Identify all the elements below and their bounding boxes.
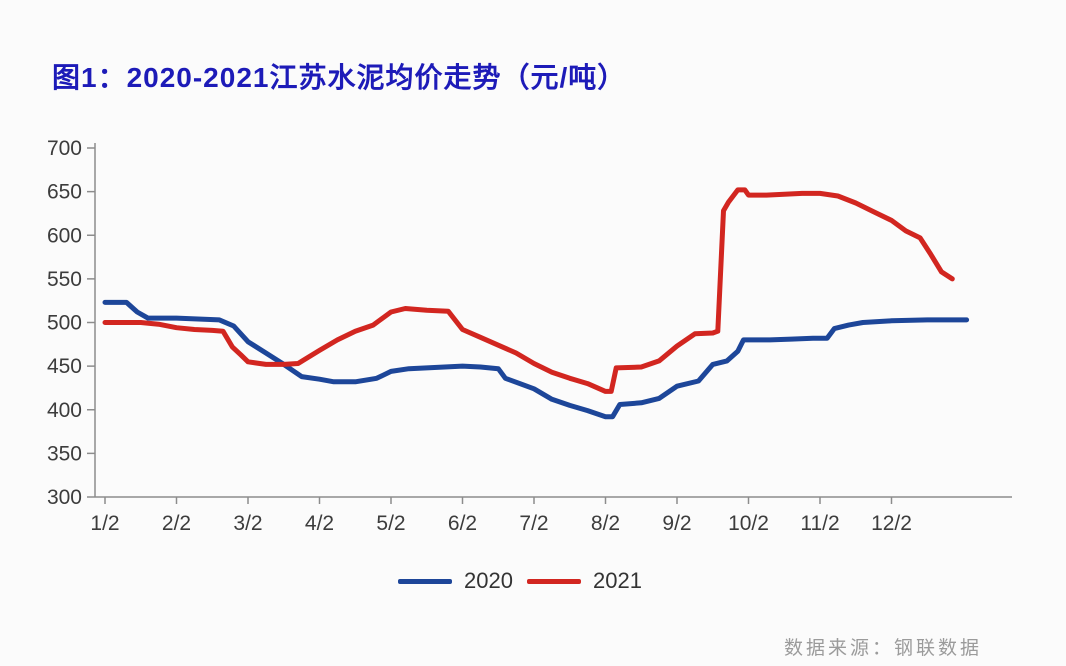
y-tick-label: 400 — [47, 399, 82, 422]
chart-title: 图1：2020-2021江苏水泥均价走势（元/吨） — [52, 62, 627, 93]
x-tick-label: 3/2 — [233, 512, 262, 535]
series-line-2021 — [102, 187, 955, 394]
x-tick-label: 5/2 — [376, 512, 405, 535]
y-tick-label: 550 — [47, 268, 82, 291]
x-tick-label: 11/2 — [800, 512, 839, 535]
x-axis-ticks: 1/2 2/2 3/2 4/2 5/2 6/2 7/2 8/2 9/2 10/2 11/2 12/2 — [90, 497, 912, 535]
x-tick-label: 12/2 — [871, 512, 912, 535]
y-tick-label: 700 — [47, 137, 82, 160]
chart-legend: 2020 2021 — [0, 568, 1040, 594]
x-tick-label: 2/2 — [162, 512, 191, 535]
legend-swatch-2021-icon — [527, 578, 581, 584]
y-tick-label: 600 — [47, 224, 82, 247]
y-tick-label: 450 — [47, 355, 82, 378]
series-line-2020 — [102, 299, 970, 420]
x-tick-label: 6/2 — [448, 512, 477, 535]
y-tick-label: 500 — [47, 312, 82, 335]
legend-label-2021: 2021 — [593, 568, 642, 593]
x-tick-label: 1/2 — [90, 512, 119, 535]
legend-item-2021: 2021 — [527, 568, 642, 594]
data-source-note: 数据来源：钢联数据 — [783, 638, 982, 659]
x-tick-label: 4/2 — [305, 512, 334, 535]
y-tick-label: 300 — [47, 486, 82, 509]
y-axis-ticks: 300 350 400 450 500 550 600 650 700 — [47, 137, 95, 509]
x-tick-label: 8/2 — [591, 512, 620, 535]
x-tick-label: 10/2 — [728, 512, 769, 535]
x-tick-label: 9/2 — [662, 512, 691, 535]
legend-item-2020: 2020 — [398, 568, 513, 594]
legend-swatch-2020-icon — [398, 578, 453, 584]
y-tick-label: 350 — [47, 442, 82, 465]
x-tick-label: 7/2 — [519, 512, 548, 535]
y-tick-label: 650 — [47, 181, 82, 204]
legend-label-2020: 2020 — [464, 568, 513, 593]
